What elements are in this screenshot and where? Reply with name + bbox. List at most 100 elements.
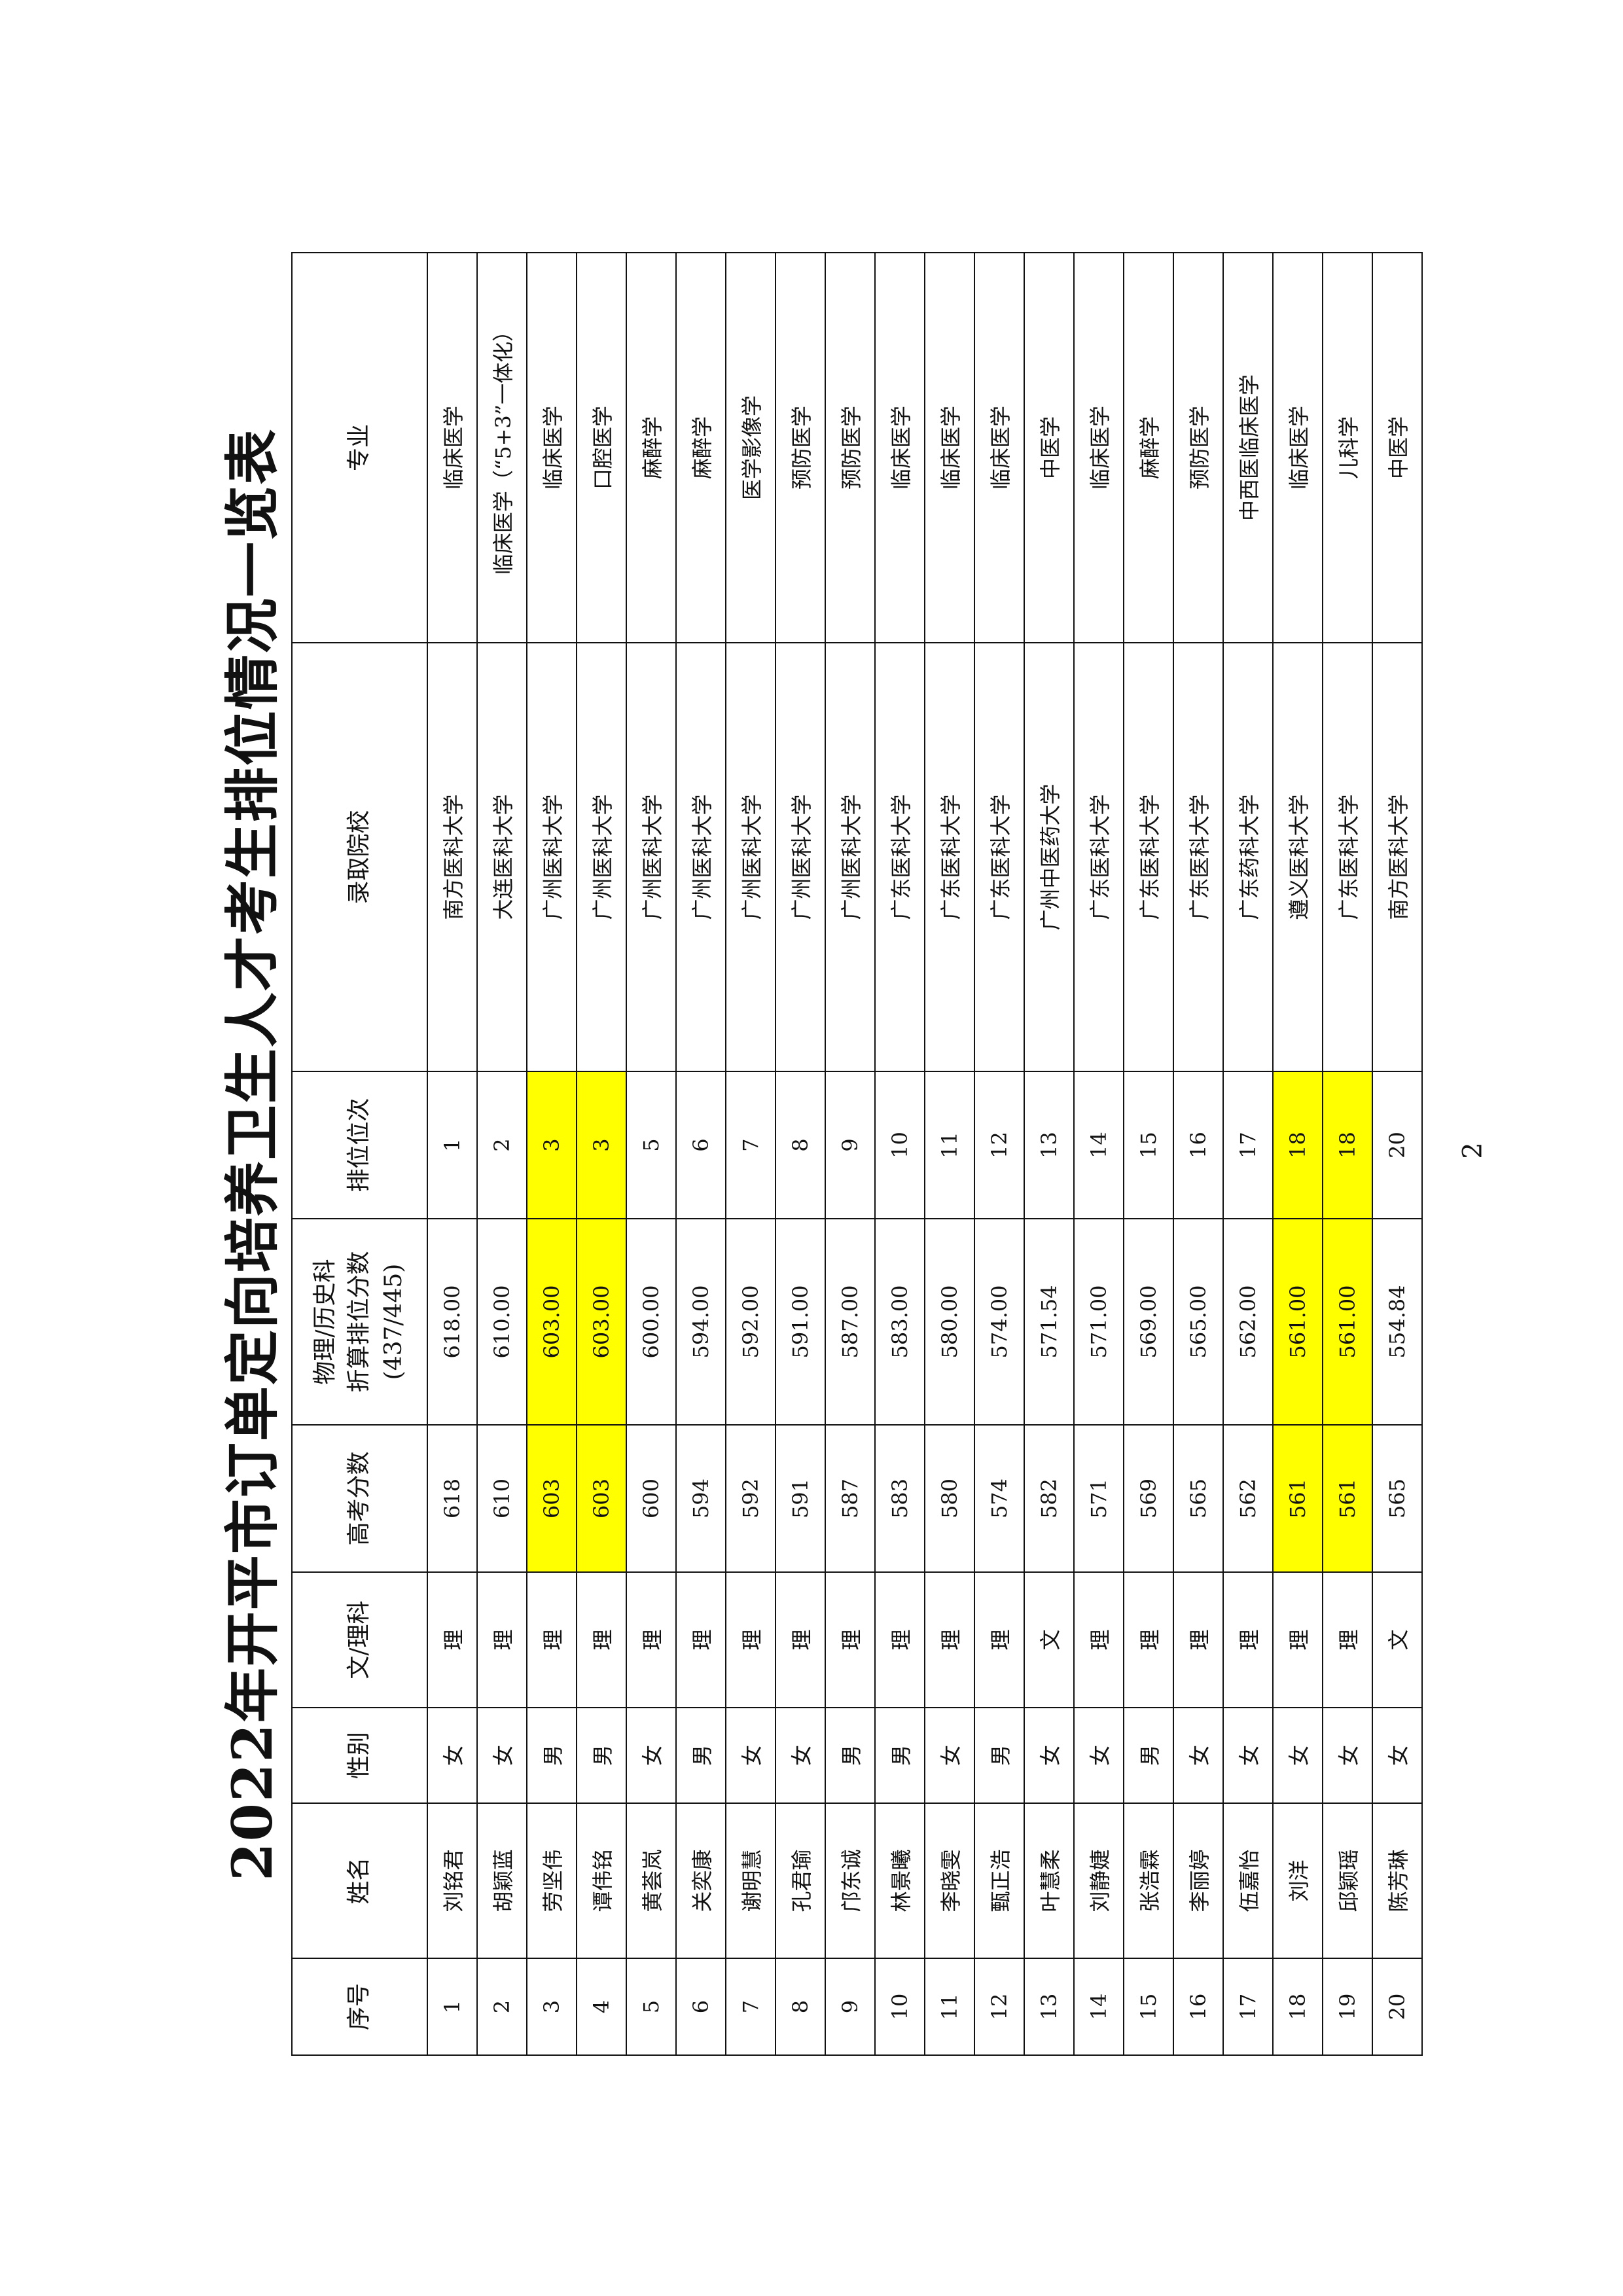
cell-converted: 562.00	[1223, 1219, 1273, 1425]
cell-converted: 603.00	[527, 1219, 577, 1425]
cell-name: 邱颖瑶	[1323, 1803, 1372, 1958]
cell-track: 理	[1323, 1572, 1372, 1708]
cell-score: 562	[1223, 1425, 1273, 1572]
table-row: 14 刘静婕女理 571 571.00 14 广东医科大学 临床医学	[1074, 253, 1124, 2055]
cell-gender: 男	[527, 1708, 577, 1803]
table-row: 15 张浩霖男理 569 569.00 15 广东医科大学 麻醉学	[1124, 253, 1173, 2055]
cell-school: 南方医科大学	[1372, 643, 1422, 1071]
table-row: 18 刘洋女理 561 561.00 18 遵义医科大学 临床医学	[1273, 253, 1323, 2055]
header-converted: 物理/历史科 折算排位分数 (437/445)	[292, 1219, 427, 1425]
cell-no: 17	[1223, 1958, 1273, 2055]
table-row: 13 叶慧柔女文 582 571.54 13 广州中医药大学 中医学	[1024, 253, 1074, 2055]
cell-converted: 600.00	[626, 1219, 676, 1425]
cell-track: 文	[1024, 1572, 1074, 1708]
cell-school: 广东医科大学	[1124, 643, 1173, 1071]
cell-gender: 男	[676, 1708, 726, 1803]
cell-converted: 565.00	[1173, 1219, 1223, 1425]
cell-school: 广东医科大学	[974, 643, 1024, 1071]
cell-score: 600	[626, 1425, 676, 1572]
cell-name: 黄荟岚	[626, 1803, 676, 1958]
cell-no: 1	[427, 1958, 477, 2055]
cell-major: 临床医学	[427, 253, 477, 643]
cell-score: 561	[1273, 1425, 1323, 1572]
cell-major: 中医学	[1024, 253, 1074, 643]
cell-school: 广东医科大学	[925, 643, 974, 1071]
cell-no: 20	[1372, 1958, 1422, 2055]
cell-gender: 女	[776, 1708, 825, 1803]
cell-no: 12	[974, 1958, 1024, 2055]
cell-name: 谢明慧	[726, 1803, 776, 1958]
cell-name: 胡颖蓝	[477, 1803, 527, 1958]
cell-no: 14	[1074, 1958, 1124, 2055]
cell-track: 理	[875, 1572, 925, 1708]
cell-school: 大连医科大学	[477, 643, 527, 1071]
table-row: 5 黄荟岚女理 600 600.00 5 广州医科大学 麻醉学	[626, 253, 676, 2055]
cell-score: 561	[1323, 1425, 1372, 1572]
cell-score: 571	[1074, 1425, 1124, 1572]
header-converted-line: (437/445)	[380, 1263, 407, 1380]
cell-school: 广州医科大学	[726, 643, 776, 1071]
cell-gender: 女	[1372, 1708, 1422, 1803]
cell-gender: 女	[477, 1708, 527, 1803]
table-row: 4 谭伟铭男理 603 603.00 3 广州医科大学 口腔医学	[577, 253, 626, 2055]
table-row: 3 劳坚伟男理 603 603.00 3 广州医科大学 临床医学	[527, 253, 577, 2055]
cell-score: 569	[1124, 1425, 1173, 1572]
cell-score: 565	[1173, 1425, 1223, 1572]
cell-gender: 男	[1124, 1708, 1173, 1803]
cell-school: 广州医科大学	[825, 643, 875, 1071]
cell-school: 南方医科大学	[427, 643, 477, 1071]
cell-name: 刘静婕	[1074, 1803, 1124, 1958]
cell-rank: 1	[427, 1071, 477, 1219]
cell-converted: 571.00	[1074, 1219, 1124, 1425]
cell-rank: 12	[974, 1071, 1024, 1219]
cell-no: 19	[1323, 1958, 1372, 2055]
cell-track: 理	[1173, 1572, 1223, 1708]
cell-gender: 女	[427, 1708, 477, 1803]
cell-rank: 14	[1074, 1071, 1124, 1219]
cell-score: 565	[1372, 1425, 1422, 1572]
cell-school: 广东医科大学	[1323, 643, 1372, 1071]
cell-track: 文	[1372, 1572, 1422, 1708]
cell-converted: 618.00	[427, 1219, 477, 1425]
cell-track: 理	[1273, 1572, 1323, 1708]
cell-major: 中医学	[1372, 253, 1422, 643]
cell-track: 理	[776, 1572, 825, 1708]
cell-rank: 16	[1173, 1071, 1223, 1219]
cell-rank: 3	[577, 1071, 626, 1219]
cell-name: 叶慧柔	[1024, 1803, 1074, 1958]
cell-no: 16	[1173, 1958, 1223, 2055]
cell-major: 临床医学	[925, 253, 974, 643]
cell-rank: 18	[1323, 1071, 1372, 1219]
cell-score: 574	[974, 1425, 1024, 1572]
header-no: 序号	[292, 1958, 427, 2055]
cell-name: 林景曦	[875, 1803, 925, 1958]
header-major: 专业	[292, 253, 427, 643]
table-row: 2 胡颖蓝女理 610 610.00 2 大连医科大学 临床医学（“5+3”一体化）	[477, 253, 527, 2055]
cell-school: 广州医科大学	[626, 643, 676, 1071]
header-gender: 性别	[292, 1708, 427, 1803]
cell-name: 劳坚伟	[527, 1803, 577, 1958]
header-row: 序号 姓名 性别 文/理科 高考分数 物理/历史科 折算排位分数 (437/44…	[292, 253, 427, 2055]
cell-rank: 20	[1372, 1071, 1422, 1219]
cell-no: 7	[726, 1958, 776, 2055]
cell-no: 18	[1273, 1958, 1323, 2055]
cell-no: 10	[875, 1958, 925, 2055]
cell-score: 591	[776, 1425, 825, 1572]
cell-gender: 男	[825, 1708, 875, 1803]
cell-major: 儿科学	[1323, 253, 1372, 643]
rotated-document: 2022年开平市订单定向培养卫生人才考生排位情况一览表 序号 姓名 性别 文/理…	[216, 253, 1423, 2056]
cell-no: 5	[626, 1958, 676, 2055]
cell-name: 李丽婷	[1173, 1803, 1223, 1958]
cell-school: 广州中医药大学	[1024, 643, 1074, 1071]
cell-major: 预防医学	[825, 253, 875, 643]
cell-no: 11	[925, 1958, 974, 2055]
cell-track: 理	[1223, 1572, 1273, 1708]
cell-track: 理	[1124, 1572, 1173, 1708]
cell-rank: 6	[676, 1071, 726, 1219]
cell-converted: 574.00	[974, 1219, 1024, 1425]
cell-track: 理	[427, 1572, 477, 1708]
table-row: 11 李晓雯女理 580 580.00 11 广东医科大学 临床医学	[925, 253, 974, 2055]
cell-converted: 554.84	[1372, 1219, 1422, 1425]
page-number: 2	[1457, 1142, 1488, 1159]
cell-rank: 18	[1273, 1071, 1323, 1219]
